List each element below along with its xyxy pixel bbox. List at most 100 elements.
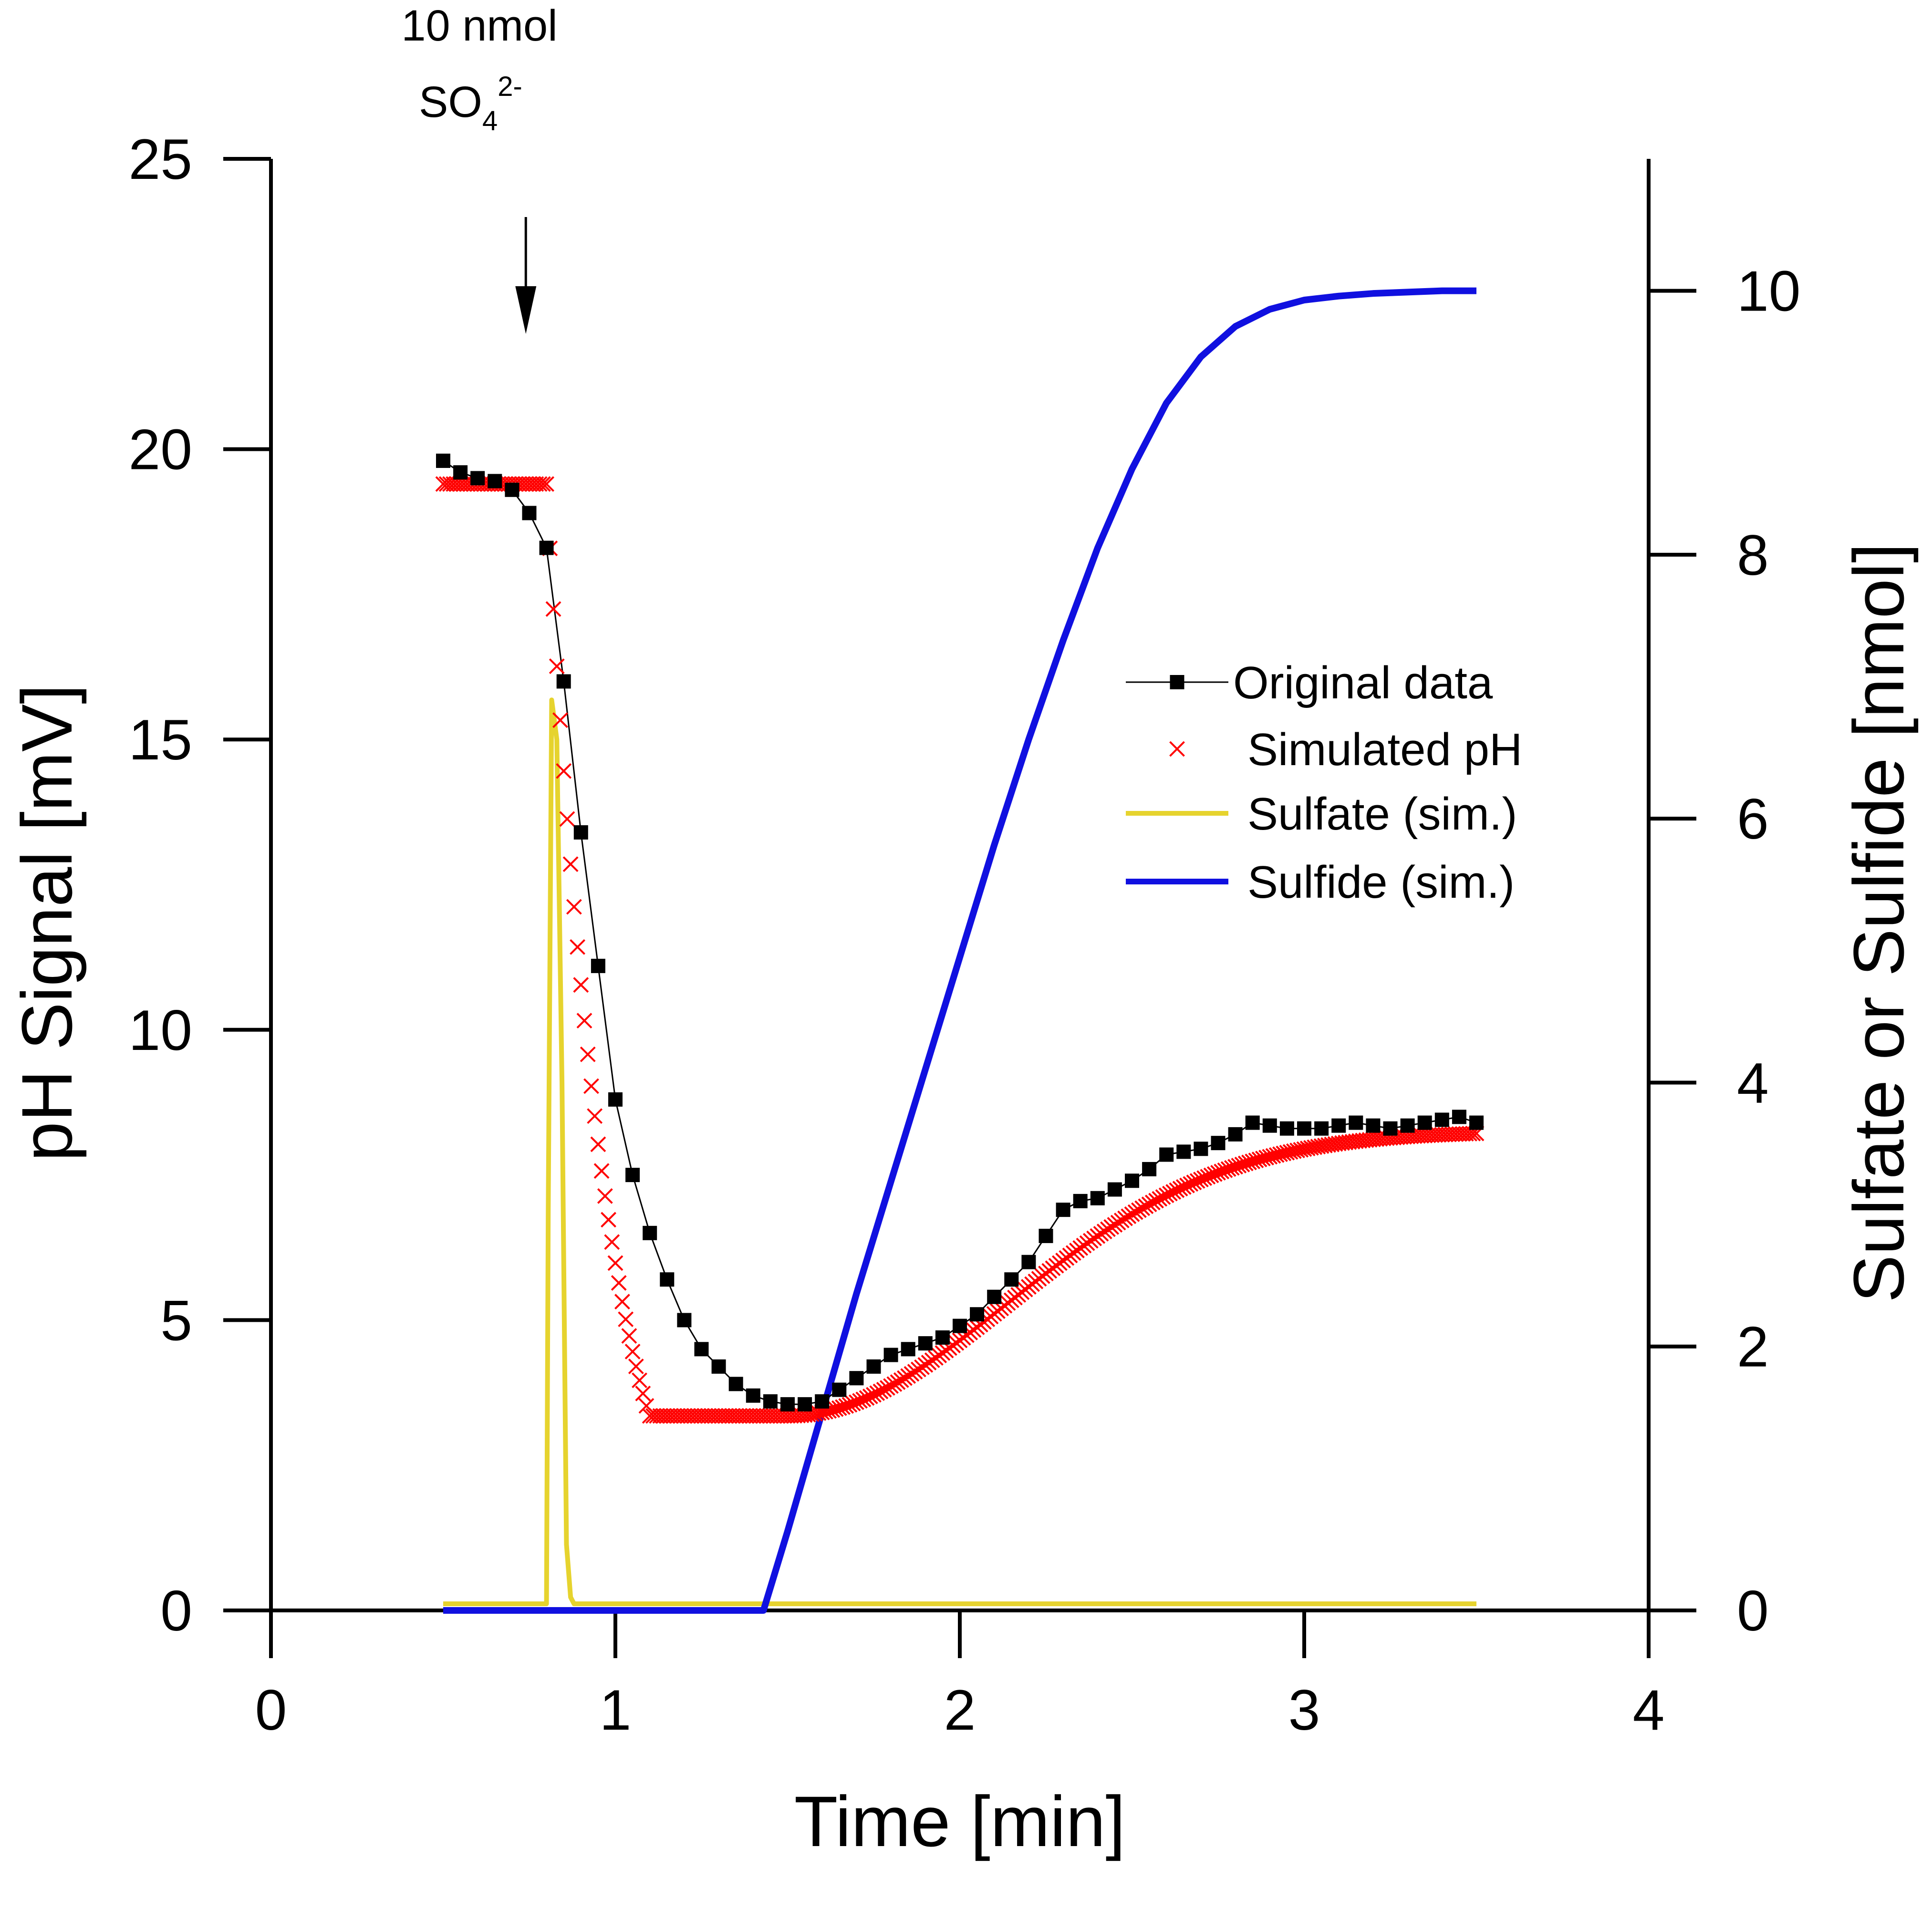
- original-data-point: [746, 1388, 760, 1403]
- simulated-ph-point: [893, 1372, 909, 1388]
- y-tick-label-left: 10: [129, 998, 192, 1062]
- original-data-point: [608, 1092, 623, 1107]
- y-tick-label-left: 20: [129, 418, 192, 482]
- original-data-point: [953, 1318, 967, 1333]
- original-data-point: [1021, 1255, 1036, 1269]
- original-data-point: [798, 1397, 812, 1412]
- annotation-species-sup: 2-: [498, 71, 522, 102]
- simulated-ph-point: [597, 1188, 613, 1204]
- simulated-ph-point: [552, 712, 568, 728]
- original-data-point: [573, 825, 588, 840]
- original-data-point: [522, 506, 537, 520]
- simulated-ph-point: [607, 1255, 623, 1271]
- simulated-ph-point: [583, 1078, 599, 1094]
- annotation-amount: 10 nmol: [401, 1, 557, 50]
- original-data-point: [1056, 1203, 1070, 1217]
- y-tick-label-left: 0: [160, 1579, 192, 1643]
- axes-layer: 0 1 2 3 4 0 5 10 15 20 25 0 2 4 6 8 10 Time [min] pH Signa…: [7, 127, 1919, 1861]
- simulated-ph-point: [635, 1385, 651, 1401]
- original-data-point: [1176, 1144, 1191, 1159]
- original-data-point: [728, 1377, 743, 1391]
- x-tick-label: 2: [944, 1678, 976, 1742]
- simulated-ph-point: [1121, 1208, 1137, 1225]
- original-data-point: [935, 1330, 950, 1345]
- simulated-ph-point: [897, 1370, 913, 1386]
- y-tick-label-right: 8: [1737, 523, 1769, 587]
- simulated-ph-point: [570, 939, 585, 955]
- simulated-ph-point: [549, 658, 565, 675]
- original-data-point: [1090, 1191, 1105, 1205]
- simulated-ph-point: [604, 1234, 620, 1250]
- original-data-point: [711, 1359, 726, 1374]
- original-data-point: [901, 1342, 915, 1357]
- x-axis-title: Time [min]: [794, 1781, 1125, 1861]
- original-data-point: [866, 1359, 881, 1374]
- simulated-ph-point: [624, 1343, 641, 1360]
- simulated-ph-point: [566, 899, 582, 915]
- original-data-point: [1004, 1272, 1019, 1287]
- y-axis-title-right: Sulfate or Sulfide [nmol]: [1839, 543, 1919, 1303]
- original-data-point: [987, 1289, 1002, 1304]
- series-layer: [435, 287, 1485, 1614]
- original-data-point: [453, 465, 468, 480]
- original-data-point: [539, 540, 554, 555]
- simulated-ph-point: [556, 763, 572, 779]
- y-tick-label-right: 4: [1737, 1051, 1769, 1115]
- original-data-point: [1331, 1118, 1346, 1133]
- original-data-point: [1211, 1136, 1226, 1151]
- original-data-point: [1400, 1118, 1415, 1133]
- original-data-point: [1452, 1110, 1466, 1124]
- y-tick-label-right: 6: [1737, 787, 1769, 851]
- original-data-point: [1279, 1121, 1294, 1136]
- simulated-ph-point: [601, 1212, 616, 1228]
- original-data-point: [694, 1342, 709, 1357]
- original-data-point: [643, 1225, 657, 1240]
- y-tick-label-right: 10: [1737, 260, 1800, 323]
- legend-simulated-marker: [1169, 741, 1185, 757]
- x-tick-label: 1: [600, 1678, 632, 1742]
- original-data-point: [918, 1336, 933, 1351]
- annotation-species: SO42-: [419, 71, 522, 136]
- simulated-ph-point: [580, 1046, 596, 1062]
- legend-label-sulfate: Sulfate (sim.): [1247, 789, 1517, 840]
- original-data-point: [677, 1313, 692, 1328]
- original-data-point: [591, 958, 605, 973]
- original-data-point: [1159, 1147, 1174, 1162]
- y-tick-label-right: 0: [1737, 1579, 1769, 1643]
- simulated-ph-point: [1117, 1210, 1133, 1226]
- y-axis-title-left: pH Signal [mV]: [7, 684, 87, 1161]
- y-tick-label-left: 25: [129, 127, 192, 191]
- original-data-point: [1417, 1115, 1432, 1130]
- sulfide-line: [443, 287, 1476, 1614]
- original-data-point: [1383, 1121, 1398, 1136]
- original-data-point: [1107, 1182, 1122, 1197]
- original-data-point: [1434, 1112, 1449, 1127]
- original-data-point: [1366, 1118, 1381, 1133]
- original-data-point: [1245, 1115, 1260, 1130]
- simulated-ph-point: [539, 476, 555, 492]
- original-data-point: [1262, 1118, 1277, 1133]
- simulated-ph-point: [559, 811, 575, 827]
- original-data-point: [625, 1168, 640, 1183]
- original-data-point: [1314, 1121, 1329, 1136]
- simulated-ph-point: [535, 476, 551, 492]
- sulfate-line: [443, 697, 1476, 1607]
- simulated-ph-point: [531, 476, 548, 492]
- legend: Original data Simulated pH Sulfate (sim.) S…: [1126, 657, 1522, 908]
- original-data-point: [1469, 1115, 1484, 1130]
- annotation-species-main: SO: [419, 78, 482, 126]
- original-data-point: [1297, 1121, 1311, 1136]
- simulated-ph-point: [890, 1374, 906, 1390]
- simulated-ph-point: [618, 1311, 634, 1328]
- legend-label-sulfide: Sulfide (sim.): [1247, 857, 1515, 908]
- original-data-point: [470, 471, 485, 486]
- original-data-point: [505, 482, 519, 497]
- y-tick-label-left: 5: [160, 1288, 192, 1352]
- y-tick-label-right: 2: [1737, 1315, 1769, 1379]
- original-data-point: [970, 1307, 985, 1322]
- y-tick-label-left: 15: [129, 708, 192, 772]
- simulated-ph-point: [576, 1013, 592, 1029]
- annotation: 10 nmol SO42-: [401, 1, 558, 334]
- annotation-species-sub: 4: [482, 105, 498, 136]
